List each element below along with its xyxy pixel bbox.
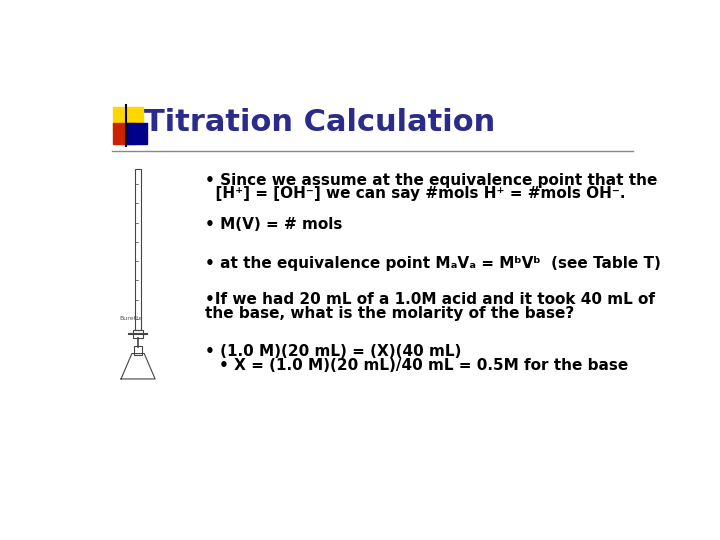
Text: Burette: Burette — [120, 316, 143, 321]
Bar — [113, 123, 135, 144]
Text: • at the equivalence point MₐVₐ = MᵇVᵇ  (see Table T): • at the equivalence point MₐVₐ = MᵇVᵇ (… — [204, 256, 660, 271]
Bar — [135, 168, 141, 330]
Text: • (1.0 M)(20 mL) = (X)(40 mL): • (1.0 M)(20 mL) = (X)(40 mL) — [204, 345, 461, 359]
Text: • X = (1.0 M)(20 mL)/40 mL = 0.5M for the base: • X = (1.0 M)(20 mL)/40 mL = 0.5M for th… — [219, 358, 628, 373]
Text: the base, what is the molarity of the base?: the base, what is the molarity of the ba… — [204, 306, 574, 321]
Bar — [126, 123, 148, 144]
Text: • Since we assume at the equivalence point that the: • Since we assume at the equivalence poi… — [204, 173, 657, 187]
Bar — [113, 107, 143, 130]
Bar — [134, 346, 142, 355]
Text: •If we had 20 mL of a 1.0M acid and it took 40 mL of: •If we had 20 mL of a 1.0M acid and it t… — [204, 292, 654, 307]
Text: Titration Calculation: Titration Calculation — [144, 108, 495, 137]
Text: [H⁺] = [OH⁻] we can say #mols H⁺ = #mols OH⁻.: [H⁺] = [OH⁻] we can say #mols H⁺ = #mols… — [204, 186, 625, 201]
Bar — [132, 330, 143, 338]
Text: • M(V) = # mols: • M(V) = # mols — [204, 217, 342, 232]
